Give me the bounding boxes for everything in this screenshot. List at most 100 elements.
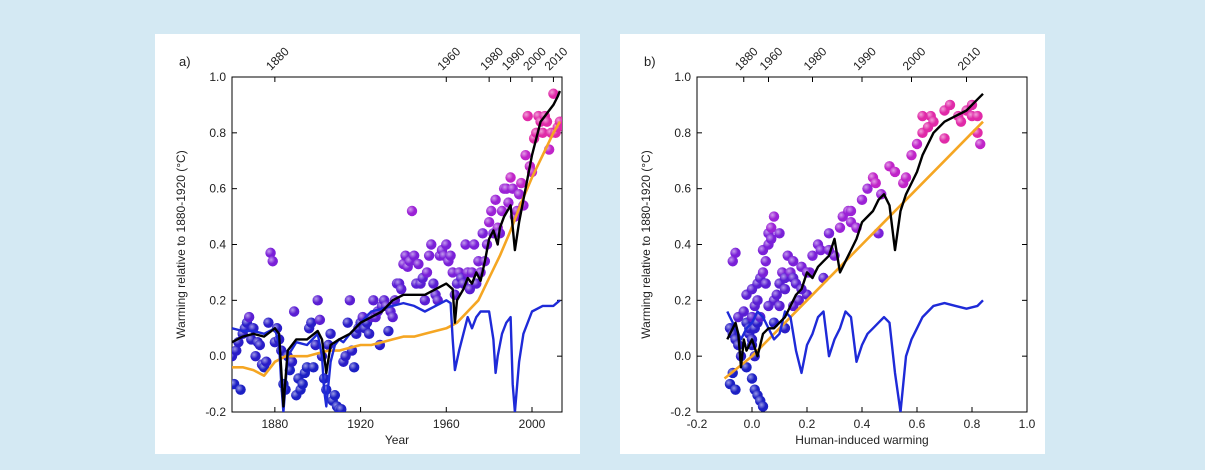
scatter-point-shine — [516, 177, 527, 189]
scatter-point-shine — [771, 289, 782, 300]
orange-line — [723, 120, 984, 380]
x-axis-label: Year — [385, 433, 409, 447]
black-line — [726, 92, 984, 369]
scatter-point-shine — [441, 239, 452, 250]
scatter-point-shine — [856, 194, 868, 206]
scatter-point-shine — [862, 183, 873, 194]
panel-a: -0.2 0.0 0.2 0.4 0.6 0.8 1.0 1880 1920 1960 2000 18… — [155, 34, 580, 454]
scatter-point-shine — [760, 278, 771, 289]
scatter-point-shine — [788, 256, 799, 267]
scatter-point-shine — [308, 362, 319, 373]
scatter-point-shine — [505, 172, 516, 183]
scatter-point-shine — [741, 362, 752, 373]
scatter-point-shine — [760, 256, 771, 267]
y-axis-label: Warming relative to 1880-1920 (°C) — [174, 150, 188, 338]
y-tick-label: 0.6 — [674, 182, 691, 196]
scatter-point-shine — [876, 189, 887, 200]
x-tick-label: 1880 — [262, 417, 289, 431]
scatter-point-shine — [738, 306, 749, 317]
y-tick-label: 0.8 — [674, 126, 691, 140]
y-axis-label: Warming relative to 1880-1920 (°C) — [639, 150, 653, 338]
scatter-point-shine — [368, 295, 379, 306]
top-tick-label: 1880 — [732, 44, 761, 73]
y-tick-label: 0.2 — [209, 293, 226, 307]
scatter-point-shine — [548, 88, 559, 99]
scatter-point-shine — [503, 197, 514, 208]
scatter-point-shine — [766, 222, 777, 233]
scatter-point-shine — [845, 205, 857, 217]
scatter-point-shine — [321, 384, 332, 395]
scatter-point-shine — [975, 138, 986, 150]
scatter-point-shine — [254, 339, 266, 351]
scatter-point-shine — [889, 166, 901, 178]
scatter-point-shine — [235, 384, 246, 395]
scatter-point-shine — [477, 228, 488, 239]
y-tick-label: 0.8 — [209, 126, 226, 140]
scatter-point-shine — [870, 177, 881, 189]
scatter-point-shine — [314, 314, 326, 326]
scatter-point-shine — [445, 250, 456, 261]
x-tick-label: -0.2 — [687, 417, 708, 431]
scatter-point-shine — [490, 194, 501, 206]
scatter-point-shine — [421, 267, 433, 278]
x-tick-label: 1920 — [347, 417, 374, 431]
scatter-point-shine — [823, 228, 835, 239]
scatter-point-shine — [774, 300, 785, 312]
x-tick-label: 1960 — [433, 417, 460, 431]
scatter-point-shine — [468, 239, 480, 250]
scatter-point-shine — [768, 317, 780, 328]
scatter-point-shine — [265, 247, 276, 259]
top-tick-label: 1980 — [801, 44, 830, 73]
scatter-point-shine — [834, 222, 846, 233]
scatter-point-shine — [297, 378, 308, 390]
plot-area — [723, 92, 986, 412]
scatter-point-shine — [779, 283, 791, 295]
scatter-point-shine — [413, 258, 424, 270]
scatter-point-shine — [554, 116, 562, 127]
scatter-point-shine — [755, 311, 766, 323]
scatter-point-shine — [267, 256, 278, 267]
scatter-point-shine — [746, 373, 758, 384]
scatter-point-shine — [288, 306, 300, 317]
scatter-point-shine — [513, 189, 525, 200]
top-tick-label: 2010 — [955, 44, 984, 73]
top-tick-label: 1880 — [263, 44, 292, 73]
black-line — [232, 90, 562, 408]
scatter-point-shine — [408, 250, 420, 261]
scatter-point-shine — [344, 295, 356, 306]
scatter-point-shine — [383, 325, 394, 337]
y-tick-label: 1.0 — [674, 70, 691, 84]
scatter-point-shine — [387, 311, 398, 323]
scatter-point-shine — [939, 133, 950, 144]
y-tick-label: 0.0 — [209, 349, 226, 363]
y-tick-label: -0.2 — [670, 405, 691, 419]
scatter-point-shine — [763, 300, 774, 312]
y-tick-label: 0.4 — [674, 238, 691, 252]
scatter-point-shine — [325, 328, 336, 340]
y-tick-label: 0.4 — [209, 238, 226, 252]
scatter-point-shine — [406, 205, 418, 217]
scatter-point-shine — [232, 345, 242, 356]
chart-a-svg: -0.2 0.0 0.2 0.4 0.6 0.8 1.0 1880 1920 1960 2000 18… — [174, 44, 571, 447]
scatter-point-shine — [261, 356, 272, 367]
scatter-point-shine — [768, 211, 780, 222]
scatter-point-shine — [423, 250, 435, 261]
scatter-point-shine — [807, 250, 818, 261]
y-tick-label: 1.0 — [209, 70, 226, 84]
scatter-point-shine — [922, 122, 934, 133]
scatter-point-shine — [520, 149, 531, 161]
scatter-point-shine — [483, 216, 495, 228]
y-tick-label: -0.2 — [205, 405, 226, 419]
x-tick-label: 0.4 — [854, 417, 871, 431]
scatter-point-shine — [243, 311, 255, 323]
scatter-point-shine — [815, 244, 826, 256]
top-tick-label: 1990 — [850, 44, 879, 73]
x-tick-label: 0.6 — [909, 417, 926, 431]
scatter-point-shine — [306, 317, 317, 328]
x-axis-label: Human-induced warming — [795, 433, 928, 447]
scatter-point-shine — [917, 110, 928, 122]
panel-b: -0.2 0.0 0.2 0.4 0.6 0.8 1.0 -0.2 0.0 0.2 0.4 0.6 0.… — [620, 34, 1045, 454]
blue-line — [726, 299, 984, 412]
top-tick-label: 2000 — [900, 44, 929, 73]
y-tick-label: 0.2 — [674, 293, 691, 307]
